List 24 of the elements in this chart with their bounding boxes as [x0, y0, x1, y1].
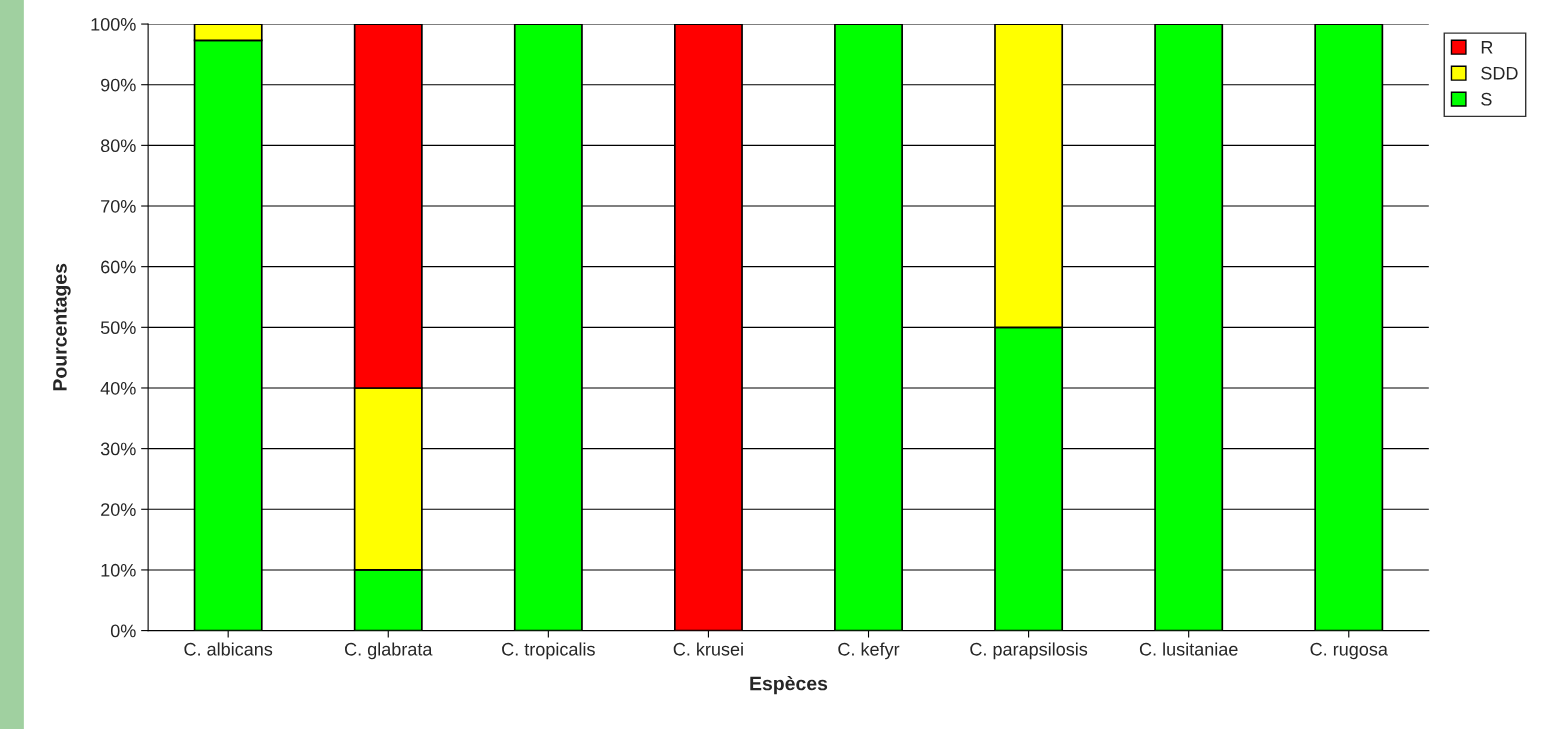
y-tick-label: 0% [110, 624, 136, 638]
x-tick-label: C. albicans [184, 642, 273, 656]
y-tick-label: 30% [100, 442, 136, 456]
x-tick-label: C. lusitaniae [1139, 642, 1238, 656]
y-tick-label: 50% [100, 321, 136, 335]
x-tick-label: C. parapsilosis [970, 642, 1088, 660]
legend-label: R [1481, 41, 1493, 54]
y-axis-title: Pourcentages [53, 263, 71, 391]
y-tick-label: 10% [101, 563, 136, 577]
y-tick-label: 100% [91, 17, 136, 31]
legend-label: S [1481, 92, 1492, 106]
x-tick-label: C. tropicalis [502, 642, 595, 660]
x-tick-label: C. glabrata [345, 642, 433, 660]
legend-label: SDD [1481, 66, 1518, 80]
y-tick-label: 20% [101, 503, 136, 516]
x-axis-title: Espèces [750, 675, 828, 695]
y-tick-label: 90% [101, 78, 136, 92]
y-tick-label: 40% [100, 381, 136, 395]
y-tick-label: 60% [101, 260, 136, 274]
y-tick-label: 70% [101, 199, 136, 213]
x-tick-label: C. kefyr [838, 642, 900, 660]
x-tick-label: C. rugosa [1310, 642, 1388, 660]
y-tick-label: 80% [100, 139, 136, 153]
x-tick-label: C. krusei [673, 642, 743, 656]
